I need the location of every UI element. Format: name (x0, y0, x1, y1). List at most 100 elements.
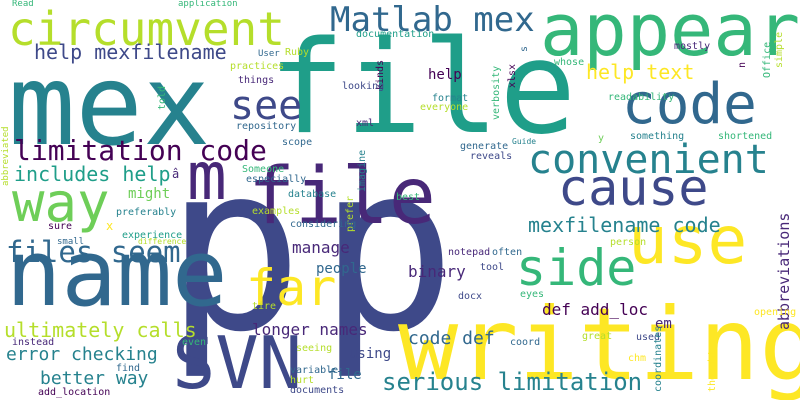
word: ultimately calls (4, 318, 197, 342)
word: readability (608, 92, 675, 103)
word: practices (230, 61, 285, 72)
word: cause (558, 159, 709, 217)
word: verbosity (491, 65, 502, 120)
word: file (268, 14, 577, 163)
word: examples (252, 206, 301, 217)
word: whose (554, 57, 585, 68)
word: m (187, 138, 227, 215)
word: binary (408, 262, 466, 281)
word: reveals (470, 151, 513, 162)
word: best (396, 192, 421, 203)
word: used (636, 332, 661, 343)
word: tool (480, 262, 505, 273)
word: file (328, 367, 362, 383)
word: hurt (290, 375, 315, 386)
word: sure (48, 221, 73, 232)
word: might (128, 186, 171, 202)
word: far (246, 259, 337, 317)
word: mexfilename code (528, 213, 721, 237)
word: p (165, 116, 304, 383)
word: limitation code (14, 134, 267, 167)
word: n (737, 61, 748, 68)
word: def add_loc (542, 300, 648, 319)
word: everyone (420, 102, 469, 113)
word: way (12, 171, 110, 234)
word: SVN (172, 321, 303, 400)
word: Guide (512, 137, 537, 146)
word: â (172, 167, 180, 181)
word: format (432, 93, 469, 104)
word: scope (282, 137, 313, 148)
word: chm (628, 353, 647, 364)
word: using (349, 346, 392, 362)
word: coordinates (653, 325, 664, 392)
word: thought (707, 349, 718, 392)
word: generate (460, 141, 509, 152)
word: use (628, 202, 748, 279)
word: even (182, 337, 207, 348)
word: User (258, 49, 280, 59)
word: mex (8, 41, 211, 171)
word: difference (138, 237, 187, 246)
word: side (516, 239, 637, 297)
word: help (428, 67, 462, 83)
word: imagine (357, 149, 368, 192)
word: documentation (356, 29, 435, 40)
word: appear (540, 0, 800, 72)
word: coord (510, 337, 541, 348)
word: experience (122, 230, 183, 241)
word: error checking (6, 344, 158, 365)
word: simple (774, 31, 785, 68)
word: docx (458, 291, 483, 302)
word: preferably (116, 207, 177, 218)
word: serious limitation (382, 368, 643, 396)
word: help mexfilename (34, 40, 227, 64)
word: writing (398, 286, 800, 400)
word: y (598, 133, 605, 144)
word: better way (40, 368, 149, 389)
word: repository (236, 121, 297, 132)
word: Matlab mex (330, 0, 535, 40)
word: considering (290, 219, 357, 230)
word: x (106, 219, 114, 233)
word: code def (408, 328, 495, 349)
word: name (6, 220, 228, 327)
word: includes help (14, 162, 171, 186)
word: xlsx (507, 63, 518, 88)
word: Read (12, 0, 34, 9)
word: person (610, 237, 647, 248)
word: Someone (242, 164, 285, 175)
word: often (492, 247, 523, 258)
word: longer names (252, 320, 368, 339)
word: files seem (6, 235, 181, 269)
word: circumvent (8, 2, 285, 56)
word: things (238, 75, 275, 86)
word: em (655, 316, 672, 332)
word: notepad (448, 247, 491, 258)
word: s (519, 45, 530, 52)
word: abbreviated (1, 126, 11, 186)
word: documents (290, 385, 345, 396)
word: eyes (520, 289, 545, 300)
word: Ruby (285, 47, 310, 58)
word: convenient (528, 137, 769, 183)
word: application (178, 0, 238, 9)
word: told (157, 85, 168, 110)
word: tire (252, 301, 277, 312)
word: instead (12, 337, 55, 348)
word: looking (342, 81, 385, 92)
word: find (116, 363, 141, 374)
word: help text (586, 60, 695, 84)
word: especially (246, 174, 307, 185)
word: variable (290, 365, 339, 376)
word: great (582, 331, 613, 342)
word: file (248, 152, 436, 242)
word: database (288, 189, 337, 200)
word: code (622, 72, 757, 137)
word: see (230, 83, 303, 129)
word: xml (356, 118, 375, 129)
word: add_location (38, 387, 111, 398)
word: seeing (296, 343, 333, 354)
word: opening (754, 307, 797, 318)
